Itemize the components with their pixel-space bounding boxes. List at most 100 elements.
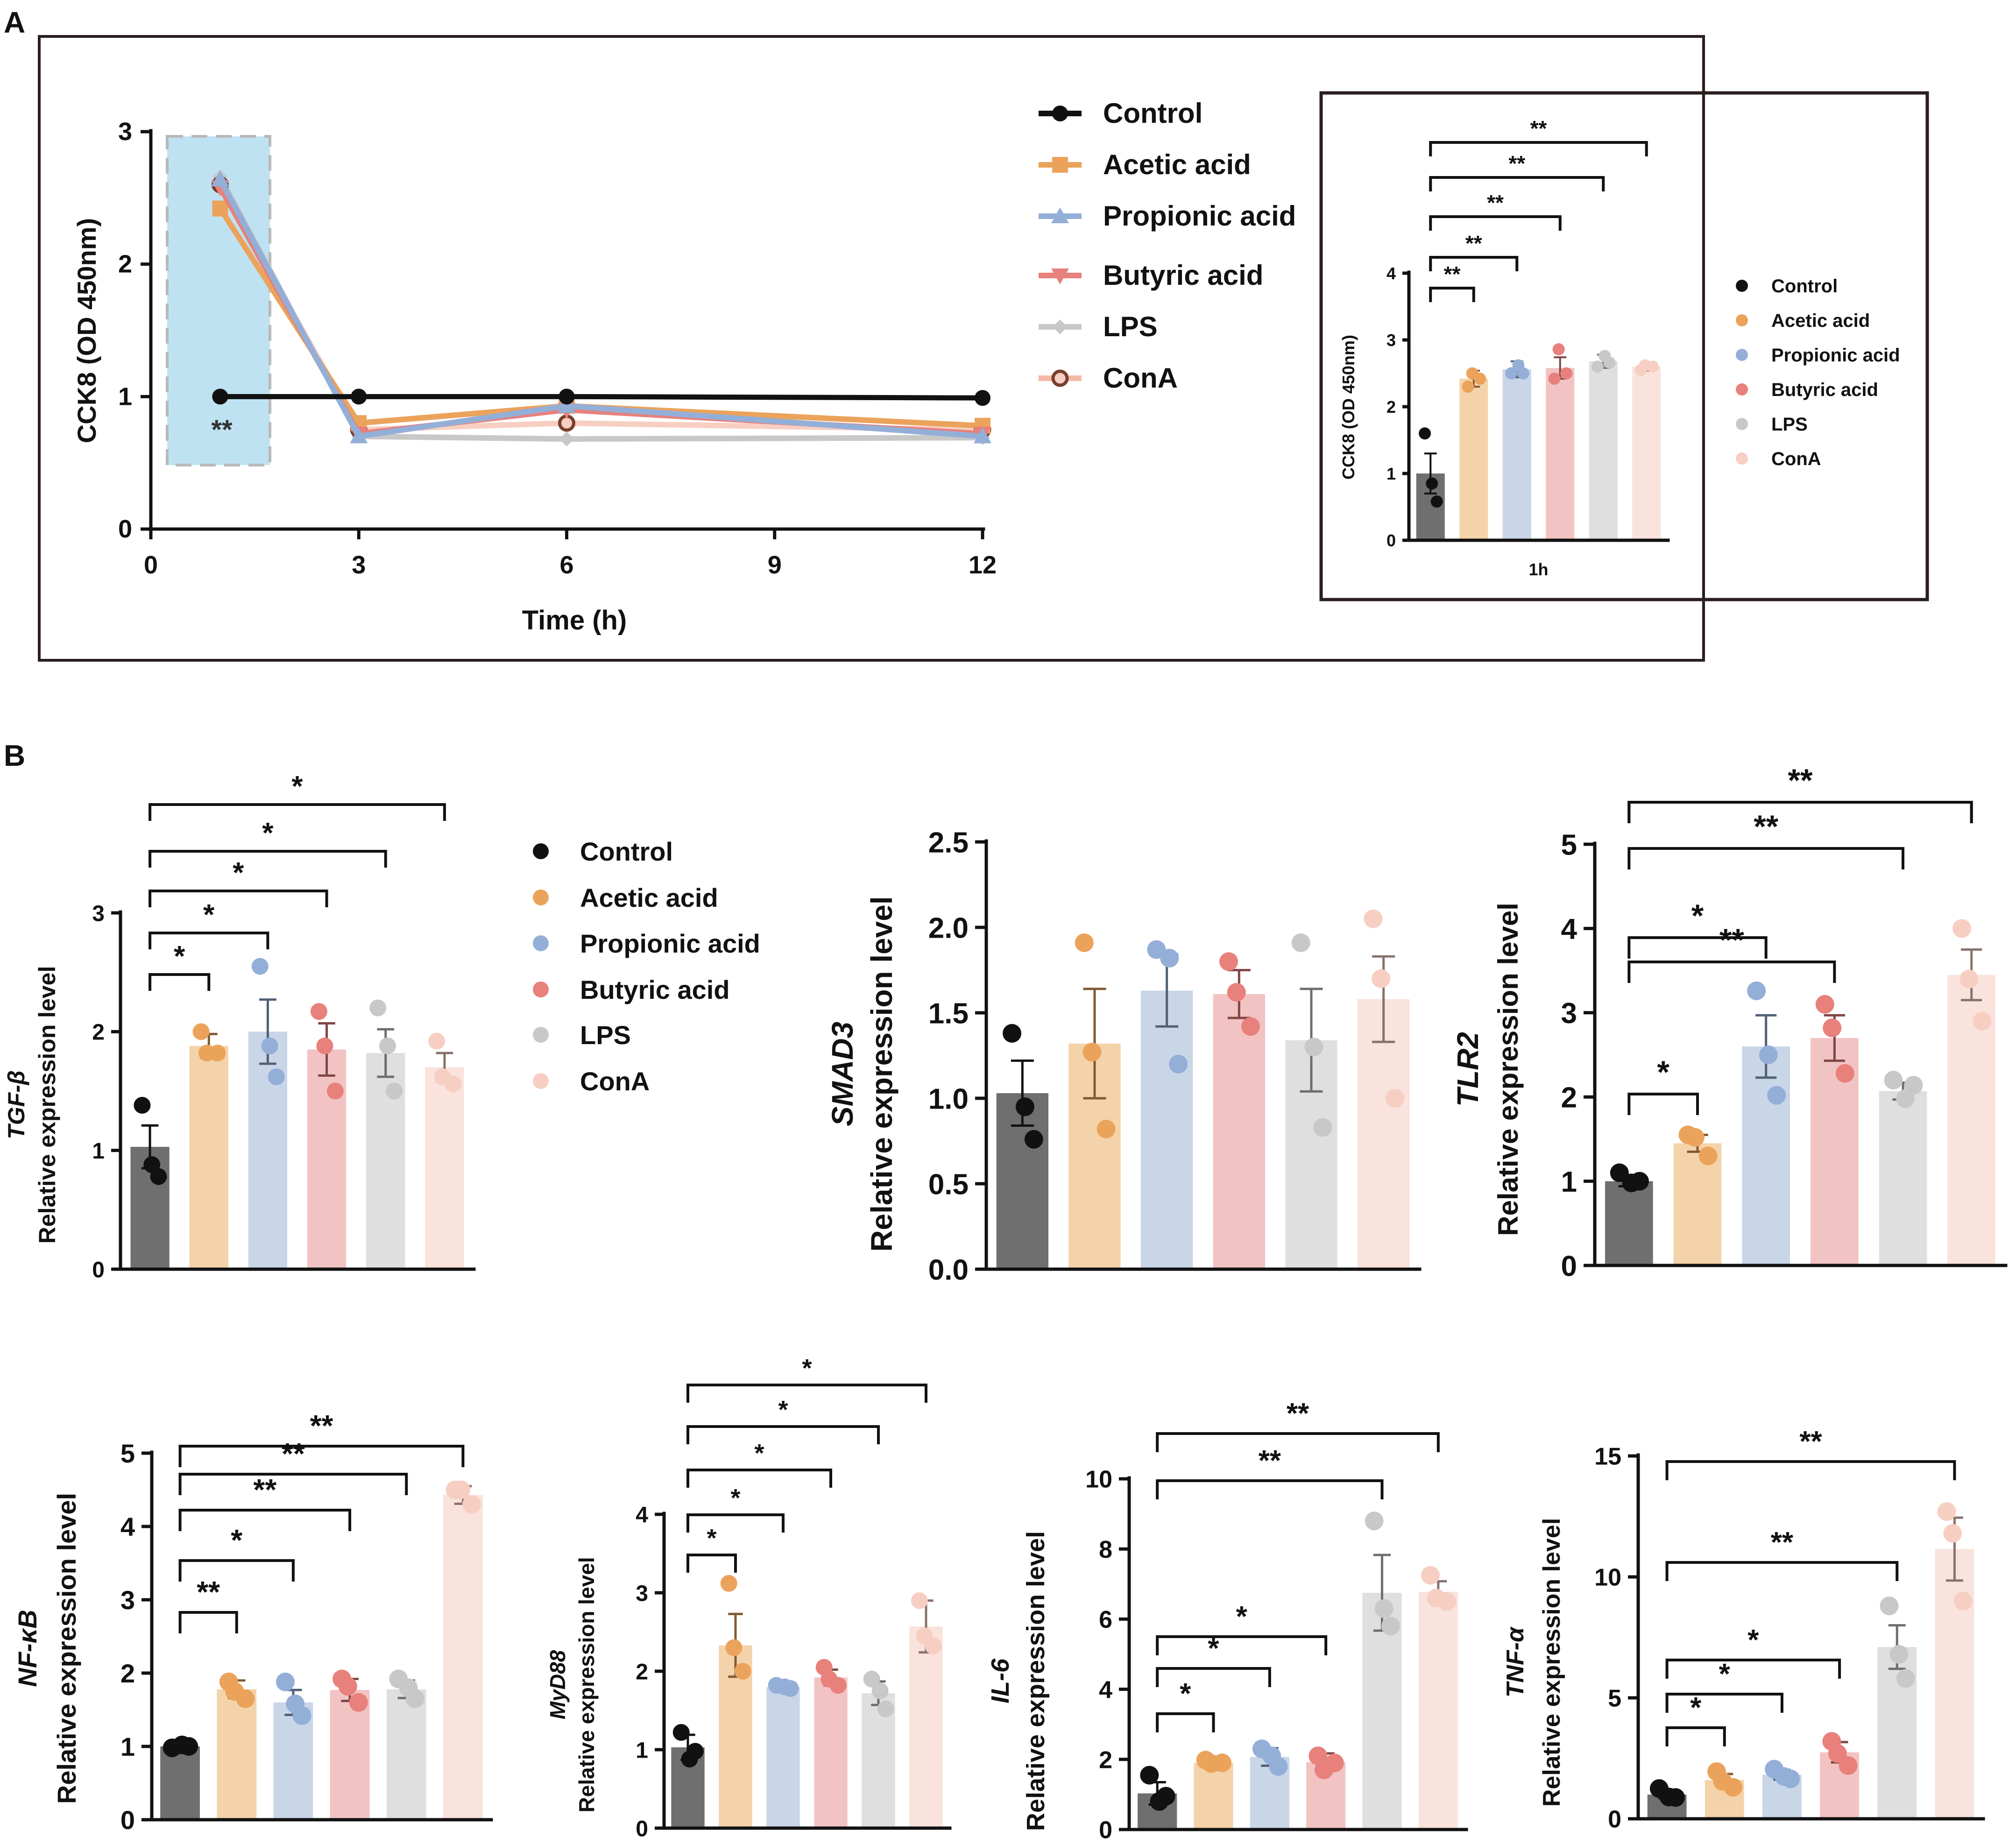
- bar-propionic-acid: [248, 1032, 288, 1269]
- legend-label: Acetic acid: [580, 883, 718, 912]
- data-point-cona: [452, 1480, 471, 1499]
- y-tick-label: 1: [92, 1139, 105, 1164]
- y-tick-label: 3: [1561, 997, 1577, 1030]
- data-point-lps: [405, 1689, 424, 1708]
- legend-dot-control: [533, 843, 549, 859]
- marker-control: [975, 390, 990, 406]
- inset-frame: [1319, 91, 1929, 601]
- data-point-cona: [925, 1638, 942, 1655]
- significance-label: *: [1657, 1054, 1669, 1090]
- data-point-butyric-acid: [1548, 372, 1561, 385]
- legend-dot-cona: [1736, 452, 1748, 465]
- legend-label: ConA: [580, 1067, 650, 1096]
- significance-bracket: [686, 1384, 927, 1403]
- data-point-propionic-acid: [1517, 367, 1529, 380]
- significance-label: *: [802, 1354, 812, 1382]
- x-tick-label: 0: [144, 551, 158, 579]
- data-point-acetic-acid: [1213, 1753, 1232, 1773]
- data-point-butyric-acid: [1219, 952, 1238, 971]
- gene-name-label: NF-κB: [13, 1610, 42, 1687]
- legend-dot-propionic-acid: [1736, 349, 1748, 361]
- significance-bracket: [1429, 256, 1519, 271]
- y-tick-label: 1.5: [928, 997, 969, 1030]
- significance-label: *: [1719, 1658, 1731, 1690]
- y-axis-title: Relative expression level: [52, 1493, 81, 1804]
- significance-bracket: [1665, 1659, 1841, 1679]
- data-point-cona: [1364, 909, 1383, 928]
- bar-chart-tgf: 0 1 2 3 TGF-β Relative expression level * * * * *: [3, 770, 476, 1282]
- y-tick-label: 2.0: [928, 912, 969, 944]
- significance-bracket: [178, 1445, 465, 1467]
- data-point-propionic-acid: [1759, 1046, 1778, 1064]
- marker-control: [212, 389, 228, 405]
- legend-label: LPS: [1771, 414, 1808, 435]
- y-axis-title: CCK8 (OD 450nm): [72, 218, 101, 443]
- data-point-cona: [1953, 1591, 1973, 1611]
- legend-label: Acetic acid: [1771, 311, 1870, 331]
- data-point-control: [1426, 477, 1438, 490]
- data-point-control: [179, 1737, 198, 1756]
- x-axis-title: Time (h): [522, 605, 627, 636]
- y-tick-label: 0: [1608, 1806, 1621, 1833]
- line-propionic-acid: [218, 178, 983, 439]
- data-point-acetic-acid: [1474, 372, 1486, 385]
- data-point-butyric-acid: [1839, 1756, 1858, 1775]
- y-axis-title: Relative expression level: [574, 1557, 599, 1812]
- y-tick-label: 4: [636, 1503, 648, 1527]
- bar-butyric-acid: [1546, 368, 1575, 540]
- y-tick-label: 2: [92, 1020, 105, 1045]
- legend-label: LPS: [580, 1020, 631, 1050]
- data-point-butyric-acid: [1241, 1017, 1260, 1036]
- y-tick-label: 0: [1561, 1250, 1577, 1282]
- significance-label: **: [1465, 231, 1482, 255]
- data-point-control: [1430, 495, 1443, 508]
- y-tick-label: 0: [1386, 531, 1396, 550]
- data-point-butyric-acid: [1325, 1753, 1344, 1773]
- y-tick-label: 0: [636, 1816, 648, 1841]
- marker-control: [1052, 106, 1068, 121]
- marker-propionic-acid: [350, 427, 368, 444]
- y-tick-label: 3: [1386, 331, 1396, 350]
- significance-label: **: [1799, 1426, 1822, 1458]
- y-axis-title: Relative expression level: [1538, 1518, 1565, 1807]
- data-point-propionic-acid: [261, 1037, 278, 1054]
- y-tick-label: 10: [1085, 1466, 1112, 1493]
- legend-label: Propionic acid: [1103, 200, 1296, 232]
- bar-cona: [425, 1067, 464, 1269]
- marker-cona: [1051, 369, 1069, 387]
- data-point-butyric-acid: [310, 1003, 327, 1020]
- legend-inset: Control Acetic acid Propionic acid Butyric …: [1736, 276, 1900, 469]
- significance-bracket: [1627, 961, 1836, 983]
- data-point-cona: [428, 1032, 446, 1050]
- data-point-acetic-acid: [1096, 1119, 1116, 1138]
- panel-a-frame: [38, 35, 1705, 662]
- y-tick-label: 15: [1594, 1443, 1621, 1470]
- data-point-cona: [1973, 1011, 1992, 1031]
- gene-name-label: MyD88: [545, 1650, 570, 1719]
- data-point-acetic-acid: [1075, 933, 1094, 952]
- y-tick-label: 3: [92, 901, 105, 926]
- legend-dot-acetic-acid: [1736, 314, 1748, 326]
- bar-acetic-acid: [189, 1046, 228, 1269]
- significance-bracket: [1156, 1667, 1271, 1687]
- significance-bracket: [178, 1473, 408, 1495]
- significance-bracket: [178, 1509, 352, 1531]
- data-point-lps: [1381, 1617, 1401, 1636]
- y-tick-label: 1: [1386, 464, 1396, 483]
- significance-label: **: [197, 1575, 220, 1609]
- gene-name-label: TLR2: [1451, 1032, 1485, 1107]
- annotation-significance: **: [211, 415, 233, 445]
- marker-propionic-acid: [1051, 207, 1069, 223]
- legend-label: ConA: [1103, 362, 1178, 394]
- bar-cona: [1418, 1591, 1458, 1830]
- significance-label: *: [203, 899, 215, 931]
- bar-acetic-acid: [1194, 1763, 1233, 1830]
- legend-dot-acetic-acid: [533, 890, 549, 905]
- data-point-cona: [1647, 360, 1659, 373]
- significance-bracket: [686, 1554, 737, 1573]
- data-point-control: [672, 1724, 690, 1741]
- data-point-lps: [1880, 1597, 1899, 1616]
